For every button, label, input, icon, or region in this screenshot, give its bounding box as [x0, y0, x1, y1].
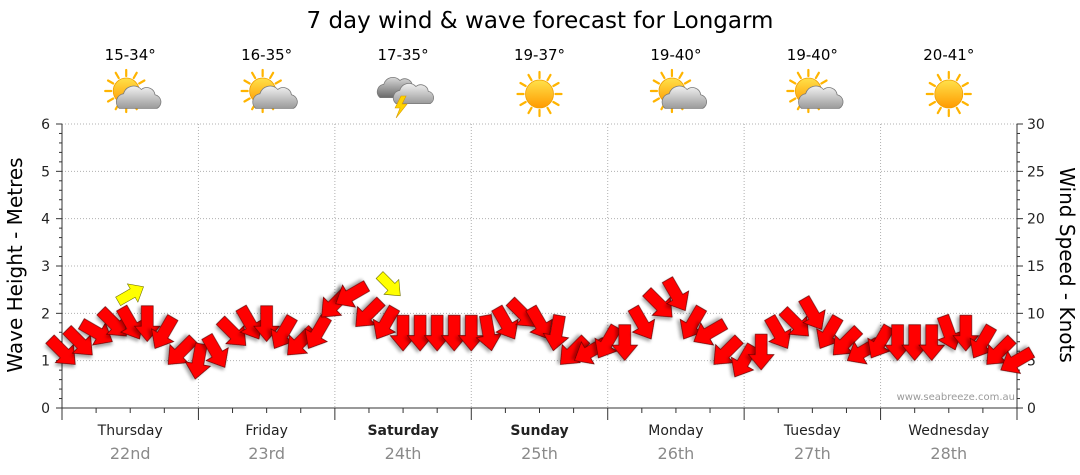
y-left-tick-label: 5 [41, 164, 50, 180]
wind-arrow [62, 325, 93, 356]
partly-cloudy-icon [240, 68, 298, 114]
day-temp-range: 19-40° [650, 46, 701, 64]
x-date-label: 27th [794, 444, 831, 463]
wind-arrow [661, 276, 690, 312]
wind-arrow [235, 304, 263, 340]
wind-arrow [406, 314, 434, 352]
y-right-tick-label: 15 [1027, 259, 1045, 275]
y-left-tick-label: 6 [41, 117, 50, 133]
wind-arrow [304, 314, 332, 349]
x-day-label: Tuesday [783, 423, 841, 439]
wind-arrow [778, 306, 809, 337]
wind-arrow [832, 325, 864, 356]
sunny-icon [516, 70, 563, 118]
thunderstorm-icon [376, 77, 434, 119]
wind-arrow [730, 342, 759, 378]
wind-arrow [457, 314, 485, 352]
wave-arrow [375, 271, 401, 297]
wind-arrow [151, 314, 179, 349]
day-temp-range: 17-35° [378, 46, 429, 64]
wind-arrow [986, 334, 1017, 365]
wind-arrow [1000, 346, 1036, 374]
credit-text: www.seabreeze.com.au [897, 392, 1015, 403]
wind-arrow [372, 304, 401, 340]
wind-arrow [167, 334, 199, 365]
x-date-label: 23rd [248, 444, 285, 463]
y-left-tick-label: 2 [41, 306, 50, 322]
wind-arrow [440, 314, 468, 352]
wind-arrow [525, 304, 553, 340]
x-day-label: Wednesday [908, 423, 989, 439]
partly-cloudy-icon [104, 68, 162, 114]
chart-title: 7 day wind & wave forecast for Longarm [307, 8, 774, 34]
day-temp-range: 19-40° [787, 46, 838, 64]
wind-arrow [215, 315, 247, 346]
wind-arrow [491, 304, 519, 340]
x-day-label: Thursday [97, 423, 163, 439]
day-temp-range: 16-35° [241, 46, 292, 64]
wind-arrow [627, 304, 656, 340]
wind-arrow [594, 323, 622, 359]
wind-arrow [901, 324, 929, 361]
wind-arrow [270, 314, 298, 349]
y-axis-right-label: Wind Speed - Knots [1055, 167, 1079, 363]
wind-arrow [96, 306, 127, 337]
wind-arrow [679, 304, 708, 340]
y-left-tick-label: 0 [41, 401, 50, 417]
wind-arrow [355, 296, 386, 327]
wind-arrow [77, 318, 113, 346]
partly-cloudy-icon [786, 68, 844, 114]
day-headers: 15-34° Thursday 22nd 16-35° Friday 23rd 17-35°… [97, 46, 990, 463]
x-date-label: 25th [521, 444, 558, 463]
x-date-label: 24th [385, 444, 422, 463]
wind-arrow [713, 334, 744, 365]
wind-arrow-series [45, 276, 1036, 380]
wind-arrow [747, 333, 775, 371]
y-right-tick-label: 10 [1027, 306, 1045, 322]
y-right-tick-label: 30 [1027, 117, 1045, 133]
wind-arrow [45, 334, 76, 365]
day-temp-range: 19-37° [514, 46, 565, 64]
wind-arrow [936, 313, 963, 351]
x-day-label: Monday [648, 423, 703, 439]
wind-arrow [475, 314, 503, 352]
y-axis-left-label: Wave Height - Metres [3, 157, 27, 372]
wind-arrow [693, 318, 729, 346]
x-day-label: Saturday [367, 423, 438, 439]
x-date-label: 28th [930, 444, 967, 463]
y-right-tick-label: 20 [1027, 212, 1045, 228]
wind-arrow [201, 333, 229, 368]
sunny-icon [925, 70, 972, 118]
wave-arrow-series [115, 271, 401, 307]
partly-cloudy-icon [649, 68, 707, 114]
day-temp-range: 15-34° [105, 46, 156, 64]
wave-arrow [115, 283, 144, 307]
wind-arrow [642, 287, 673, 318]
x-date-label: 26th [658, 444, 695, 463]
x-day-label: Sunday [510, 423, 568, 439]
wind-arrow [335, 280, 371, 308]
x-date-label: 22nd [110, 444, 151, 463]
wind-arrow [116, 304, 144, 340]
day-temp-range: 20-41° [923, 46, 974, 64]
wind-arrow [867, 323, 895, 359]
x-day-label: Friday [245, 423, 287, 439]
y-right-tick-label: 25 [1027, 164, 1045, 180]
wind-arrow [184, 342, 212, 380]
wind-arrow [798, 295, 826, 330]
y-left-tick-label: 4 [41, 212, 50, 228]
wind-arrow [969, 323, 998, 359]
y-left-tick-label: 1 [41, 354, 50, 370]
y-left-tick-label: 3 [41, 259, 50, 275]
wind-arrow [542, 314, 570, 352]
wind-arrow [423, 314, 451, 352]
wind-arrow [611, 324, 639, 361]
wind-arrow [918, 324, 946, 361]
chart-axes: 0 1 2 3 4 5 6 0 5 10 15 20 25 30 [41, 117, 1045, 420]
y-right-tick-label: 0 [1027, 401, 1036, 417]
wind-arrow [764, 314, 792, 349]
wind-arrow [816, 314, 844, 349]
y-right-tick-label: 5 [1027, 354, 1036, 370]
